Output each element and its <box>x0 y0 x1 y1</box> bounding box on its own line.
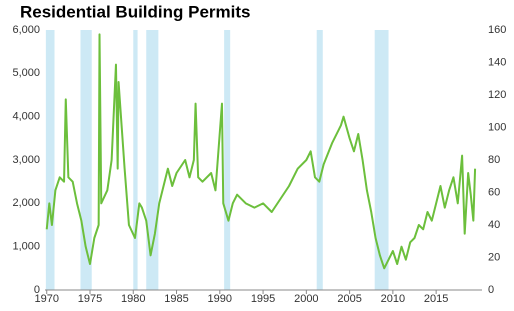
y-tick-label: 6,000 <box>12 24 40 36</box>
y2-tick-label: 80 <box>488 154 500 166</box>
recession-band <box>133 30 138 290</box>
x-tick-label: 2000 <box>294 293 318 305</box>
series-line <box>45 33 477 270</box>
chart-title: Residential Building Permits <box>20 2 251 21</box>
y2-tick-label: 140 <box>488 56 506 68</box>
y-tick-label: 5,000 <box>12 67 40 79</box>
recession-band <box>45 30 55 290</box>
x-tick-label: 2015 <box>424 293 448 305</box>
x-tick-label: 2010 <box>381 293 405 305</box>
y2-tick-label: 60 <box>488 186 500 198</box>
recession-band <box>374 30 389 290</box>
x-tick-label: 1985 <box>164 293 188 305</box>
x-tick-label: 1970 <box>34 293 58 305</box>
y2-tick-label: 40 <box>488 219 500 231</box>
recession-band <box>224 30 231 290</box>
x-tick-label: 1975 <box>78 293 102 305</box>
y-tick-label: 4,000 <box>12 111 40 123</box>
y-tick-label: 2,000 <box>12 197 40 209</box>
recession-band <box>316 30 323 290</box>
y2-tick-label: 20 <box>488 251 500 263</box>
y2-tick-label: 120 <box>488 89 506 101</box>
y-tick-label: 3,000 <box>12 154 40 166</box>
y-tick-label: 1,000 <box>12 241 40 253</box>
x-tick-label: 1995 <box>251 293 275 305</box>
y2-tick-label: 100 <box>488 121 506 133</box>
x-tick-label: 1990 <box>208 293 232 305</box>
recession-band <box>80 30 92 290</box>
x-tick-label: 2005 <box>337 293 361 305</box>
y2-tick-label: 160 <box>488 24 506 36</box>
x-tick-label: 1980 <box>121 293 145 305</box>
y2-tick-label: 0 <box>488 284 494 296</box>
y-tick-label: 0 <box>34 284 40 296</box>
